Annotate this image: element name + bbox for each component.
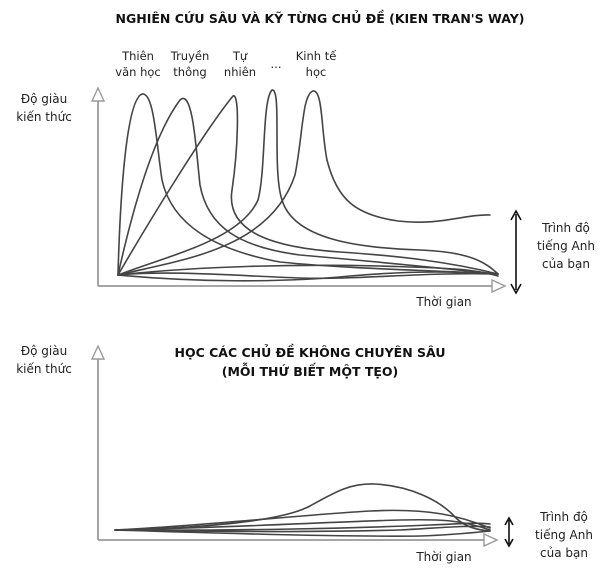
top-curves — [117, 89, 499, 282]
curve-astronomy — [117, 93, 496, 276]
top-side-label-line3: của bạn — [542, 257, 590, 271]
bottom-side-label-line2: tiếng Anh — [535, 528, 593, 542]
top-topic-labels: Thiên văn học Truyền thông Tự nhiên ... … — [115, 49, 337, 79]
bottom-side-label-line3: của bạn — [540, 546, 588, 560]
topic-label-line1: Kinh tế — [296, 49, 337, 63]
curve-other — [117, 89, 499, 276]
bottom-x-label: Thời gian — [415, 550, 471, 564]
top-side-label-line2: tiếng Anh — [537, 239, 595, 253]
bottom-y-label-line1: Độ giàu — [21, 344, 67, 358]
topic-label-line2: thông — [173, 65, 206, 79]
bottom-y-label-line2: kiến thức — [16, 362, 72, 376]
bottom-curves — [114, 483, 491, 537]
top-x-axis-arrow-icon — [491, 278, 507, 294]
curve-nature — [117, 95, 499, 276]
curve-shallow-4 — [114, 529, 491, 537]
topic-label-line2: văn học — [115, 65, 160, 79]
curve-baseline-1 — [117, 272, 499, 280]
curve-shallow-5 — [114, 522, 491, 531]
bottom-title-line1: HỌC CÁC CHỦ ĐỀ KHÔNG CHUYÊN SÂU — [175, 343, 446, 360]
topic-label-line2: học — [306, 65, 327, 79]
topic-label-ellipsis: ... — [271, 57, 282, 71]
topic-label-line2: nhiên — [224, 65, 256, 79]
topic-label-line1: Tự — [232, 49, 248, 63]
bottom-y-axis-arrow-icon — [90, 344, 106, 360]
top-side-label-line1: Trình độ — [541, 221, 590, 235]
top-axes — [90, 86, 507, 294]
curve-communication — [117, 97, 499, 276]
curve-economics — [117, 90, 491, 276]
top-y-label-line2: kiến thức — [16, 110, 72, 124]
curve-shallow-1 — [114, 509, 491, 531]
bottom-axes — [90, 344, 499, 548]
top-x-label: Thời gian — [415, 295, 471, 309]
curve-shallow-3 — [114, 525, 491, 533]
topic-label-line1: Truyền — [170, 49, 210, 63]
top-y-axis-arrow-icon — [90, 86, 106, 102]
bottom-side-label-line1: Trình độ — [539, 510, 588, 524]
top-english-level-arrow-icon — [510, 209, 522, 295]
curve-shallow-2 — [114, 518, 491, 531]
bottom-english-level-arrow-icon — [504, 516, 514, 548]
top-title: NGHIÊN CỨU SÂU VÀ KỸ TỪNG CHỦ ĐỀ (KIEN T… — [116, 9, 525, 26]
curve-baseline-3 — [117, 264, 499, 277]
bottom-title-line2: (MỖI THỨ BIẾT MỘT TẸO) — [222, 362, 399, 379]
bottom-x-axis-arrow-icon — [483, 532, 499, 548]
curve-baseline-2 — [117, 271, 499, 282]
topic-label-line1: Thiên — [121, 49, 154, 63]
curve-shallow-hump — [114, 483, 491, 532]
top-y-label-line1: Độ giàu — [21, 92, 67, 106]
